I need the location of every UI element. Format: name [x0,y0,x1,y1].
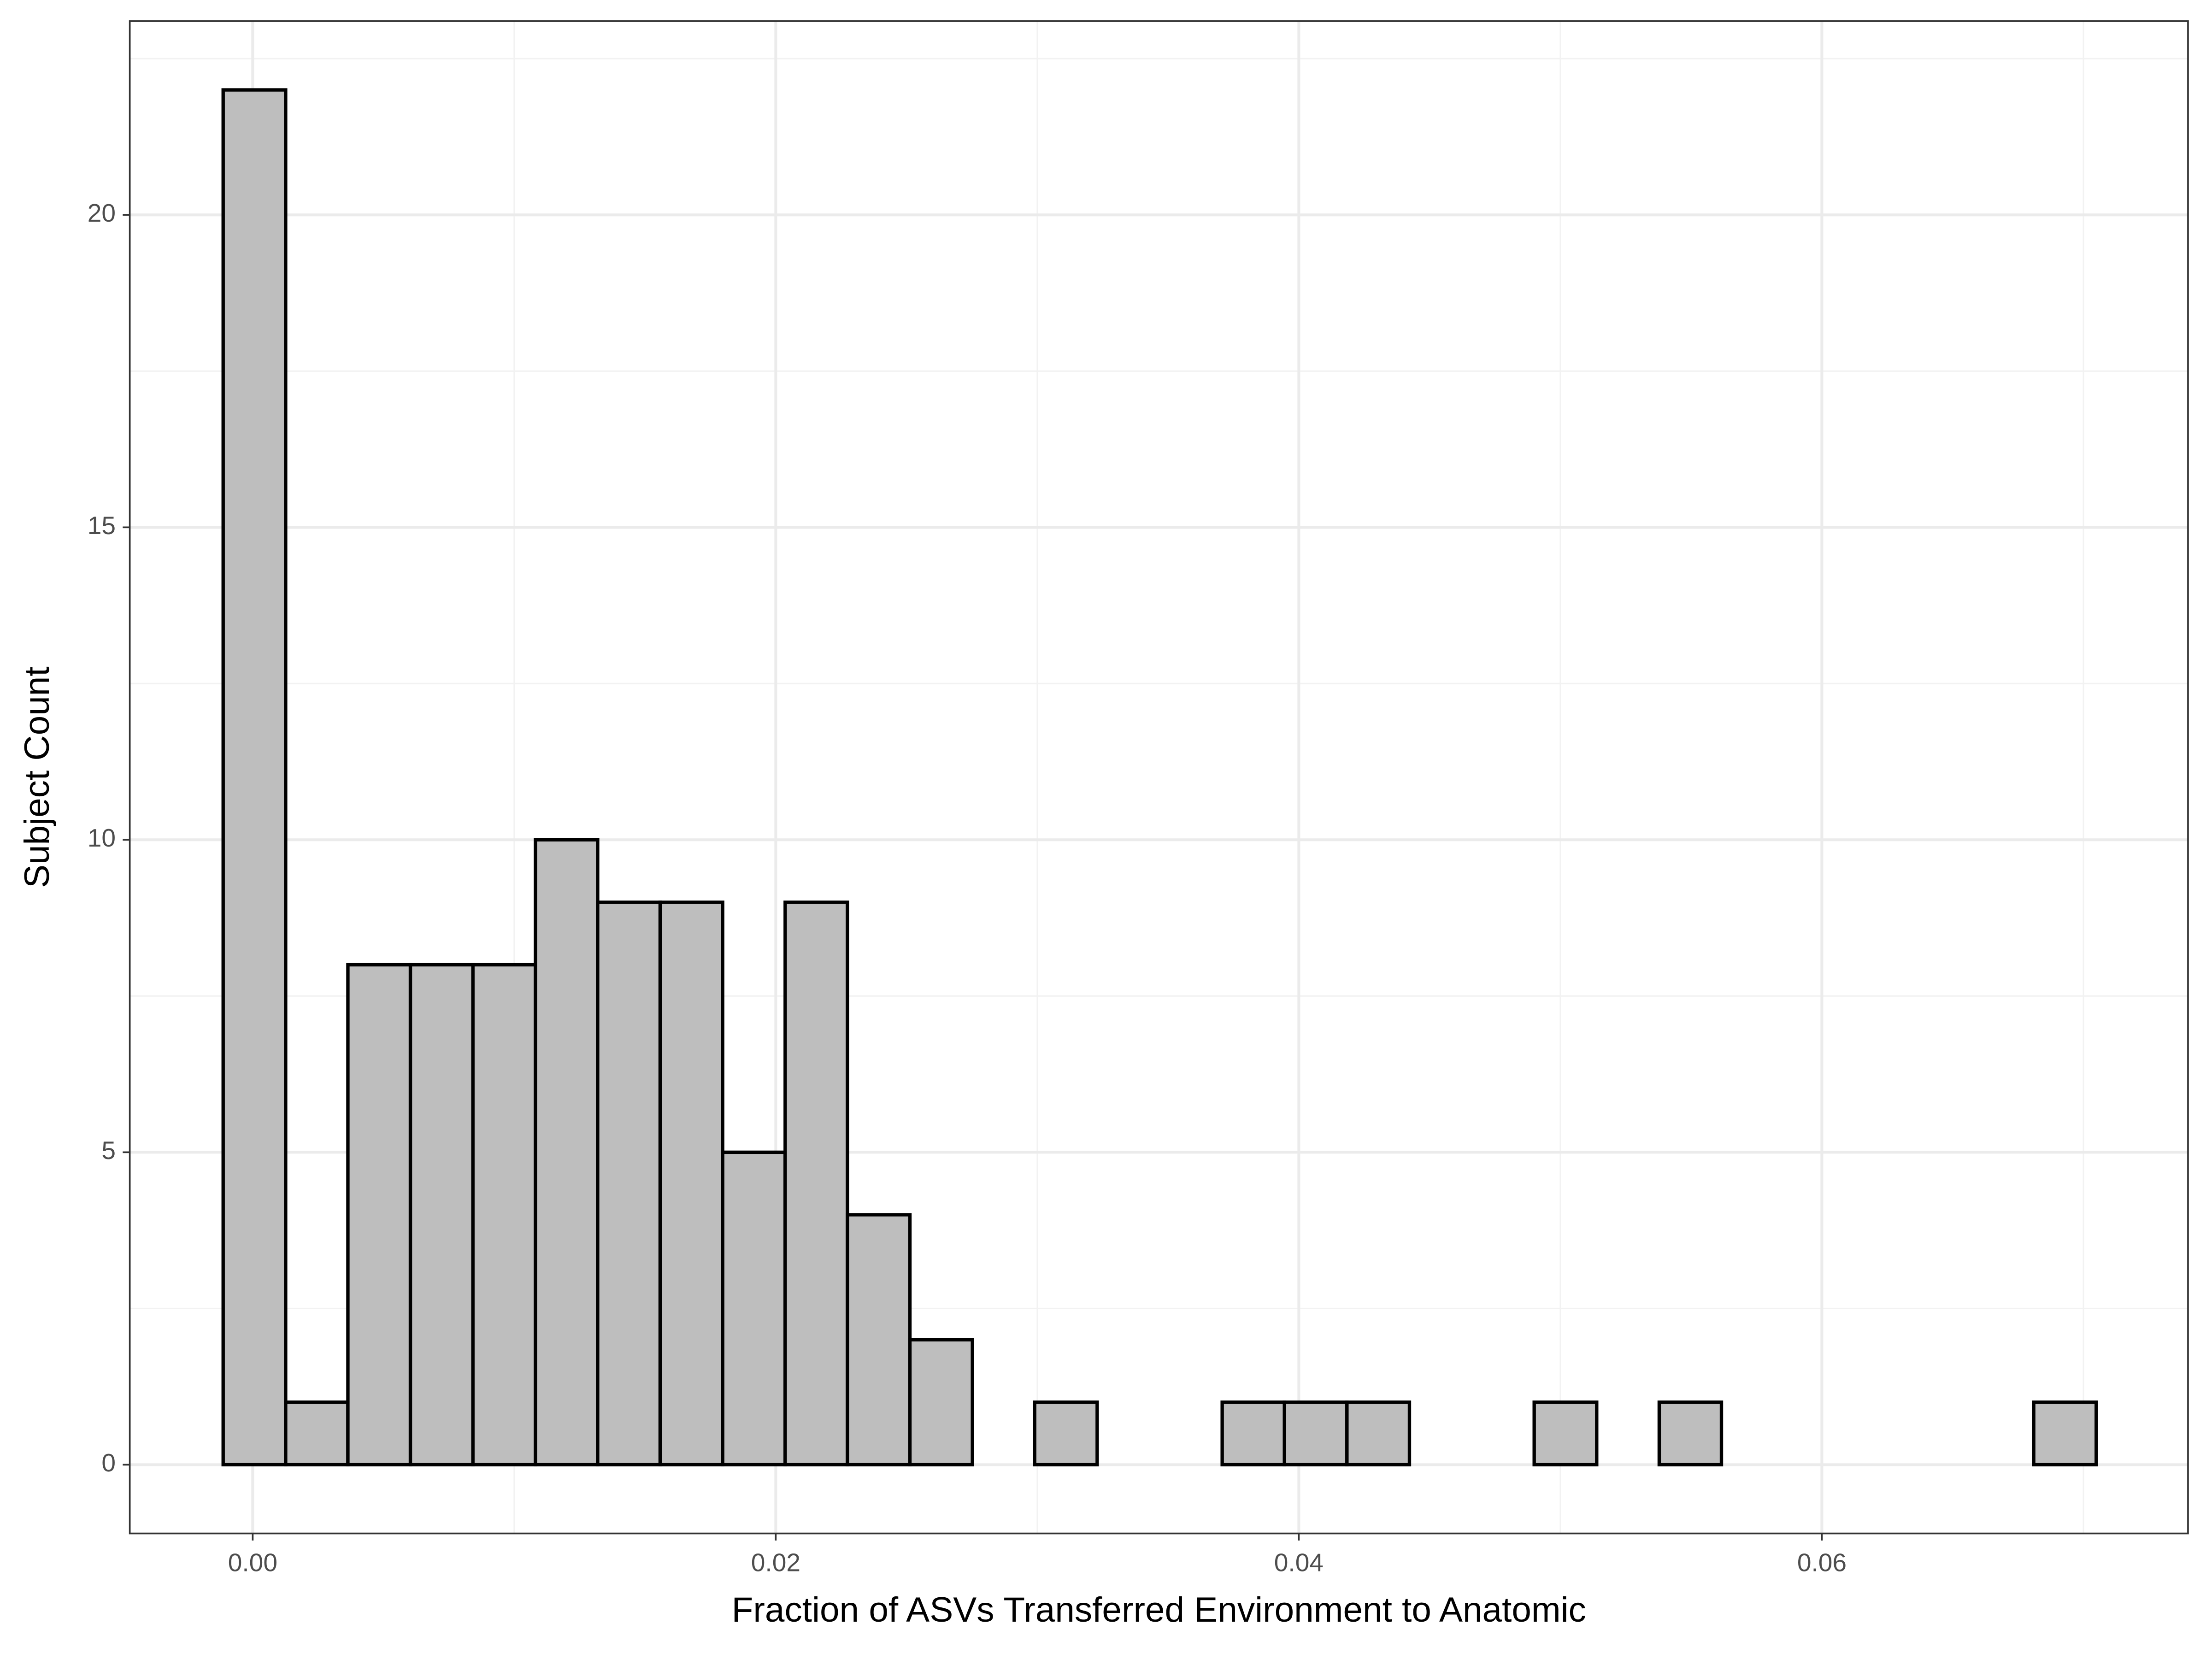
bar [1657,1400,1724,1467]
bar [408,963,475,1467]
bar [1532,1400,1599,1467]
y-axis-title: Subject Count [18,666,57,888]
panel-border [129,20,2189,1535]
bar [2032,1400,2098,1467]
bar [221,88,288,1467]
bars [221,88,2098,1467]
bar [534,838,600,1467]
bar [846,1213,912,1467]
x-tick-label: 0.02 [751,1548,800,1577]
bar [658,900,724,1467]
bar [284,1400,350,1467]
y-tick-label: 15 [88,511,116,540]
bar [1033,1400,1099,1467]
bar [908,1338,974,1467]
y-tick-label: 20 [88,199,116,227]
y-tick-label: 5 [101,1136,116,1165]
bar [471,963,537,1467]
x-tick-label: 0.00 [228,1548,277,1577]
x-axis-title: Fraction of ASVs Transferred Environment… [732,1590,1586,1630]
y-tick-label: 10 [88,824,116,852]
axes: 0.00 0.02 0.04 0.06 0 5 10 15 20 [88,199,1847,1577]
bar [596,900,662,1467]
bar [346,963,412,1467]
bar [1282,1400,1349,1467]
x-tick-label: 0.04 [1274,1548,1324,1577]
x-tick-label: 0.06 [1797,1548,1847,1577]
y-tick-label: 0 [101,1448,116,1477]
bar [1345,1400,1412,1467]
bar [1220,1400,1286,1467]
bar [721,1150,787,1467]
bar [783,900,849,1467]
